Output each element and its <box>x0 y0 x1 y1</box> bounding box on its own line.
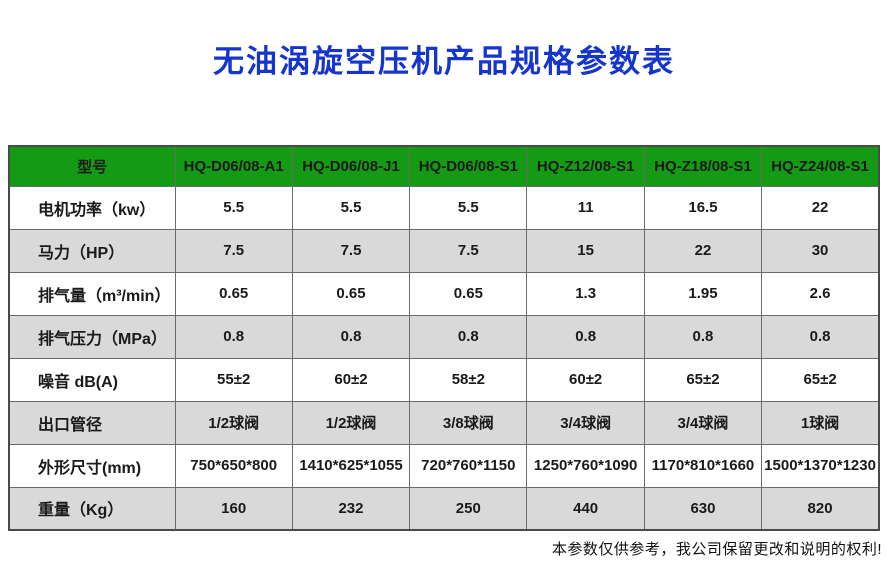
table-cell: 60±2 <box>291 357 411 402</box>
row-label: 重量（Kg） <box>8 486 176 531</box>
table-cell: 0.65 <box>291 271 411 316</box>
table-cell: 0.8 <box>761 314 880 359</box>
table-cell: 7.5 <box>291 228 411 273</box>
table-cell: 820 <box>761 486 880 531</box>
header-row: 型号 HQ-D06/08-A1 HQ-D06/08-J1 HQ-D06/08-S1 HQ… <box>8 145 880 187</box>
table-cell: 0.65 <box>409 271 528 316</box>
row-label: 电机功率（kw） <box>8 185 176 230</box>
table-cell: 1170*810*1660 <box>643 443 763 488</box>
table-cell: 0.8 <box>409 314 528 359</box>
table-row: 排气量（m³/min） 0.65 0.65 0.65 1.3 1.95 2.6 <box>8 271 880 316</box>
table-cell: 2.6 <box>761 271 880 316</box>
column-header: HQ-Z12/08-S1 <box>526 145 645 187</box>
table-cell: 22 <box>761 185 880 230</box>
row-label: 外形尺寸(mm) <box>8 443 176 488</box>
table-cell: 1500*1370*1230 <box>761 443 880 488</box>
row-label: 排气压力（MPa） <box>8 314 176 359</box>
column-header: HQ-Z18/08-S1 <box>643 145 763 187</box>
table-row: 重量（Kg） 160 232 250 440 630 820 <box>8 486 880 531</box>
row-label: 出口管径 <box>8 400 176 445</box>
table-cell: 1.95 <box>643 271 763 316</box>
table-cell: 440 <box>526 486 645 531</box>
table-cell: 11 <box>526 185 645 230</box>
table-cell: 7.5 <box>174 228 293 273</box>
row-label: 马力（HP） <box>8 228 176 273</box>
table-cell: 65±2 <box>761 357 880 402</box>
table-row: 噪音 dB(A) 55±2 60±2 58±2 60±2 65±2 65±2 <box>8 357 880 402</box>
column-header: HQ-D06/08-J1 <box>291 145 411 187</box>
table-cell: 232 <box>291 486 411 531</box>
table-row: 马力（HP） 7.5 7.5 7.5 15 22 30 <box>8 228 880 273</box>
table-cell: 160 <box>174 486 293 531</box>
table-row: 电机功率（kw） 5.5 5.5 5.5 11 16.5 22 <box>8 185 880 230</box>
page-title: 无油涡旋空压机产品规格参数表 <box>213 44 675 79</box>
table-cell: 630 <box>643 486 763 531</box>
table-cell: 720*760*1150 <box>409 443 528 488</box>
column-header: HQ-Z24/08-S1 <box>761 145 880 187</box>
table-cell: 5.5 <box>291 185 411 230</box>
table-cell: 1410*625*1055 <box>291 443 411 488</box>
column-header: HQ-D06/08-A1 <box>174 145 293 187</box>
table-cell: 60±2 <box>526 357 645 402</box>
table-cell: 58±2 <box>409 357 528 402</box>
footer-note: 本参数仅供参考，我公司保留更改和说明的权利! <box>551 541 882 558</box>
table-cell: 1.3 <box>526 271 645 316</box>
table-cell: 0.8 <box>291 314 411 359</box>
table-cell: 3/8球阀 <box>409 400 528 445</box>
table-cell: 1250*760*1090 <box>526 443 645 488</box>
table-cell: 3/4球阀 <box>526 400 645 445</box>
table-cell: 5.5 <box>409 185 528 230</box>
table-cell: 1/2球阀 <box>174 400 293 445</box>
column-header: HQ-D06/08-S1 <box>409 145 528 187</box>
table-row: 排气压力（MPa） 0.8 0.8 0.8 0.8 0.8 0.8 <box>8 314 880 359</box>
table-cell: 15 <box>526 228 645 273</box>
table-cell: 7.5 <box>409 228 528 273</box>
row-label: 排气量（m³/min） <box>8 271 176 316</box>
table-cell: 5.5 <box>174 185 293 230</box>
table-row: 出口管径 1/2球阀 1/2球阀 3/8球阀 3/4球阀 3/4球阀 1球阀 <box>8 400 880 445</box>
spec-table-head: 型号 HQ-D06/08-A1 HQ-D06/08-J1 HQ-D06/08-S1 HQ… <box>8 145 880 187</box>
spec-table-body: 电机功率（kw） 5.5 5.5 5.5 11 16.5 22 马力（HP） 7.5 7.5 7.5… <box>8 185 880 531</box>
table-cell: 750*650*800 <box>174 443 293 488</box>
table-cell: 0.8 <box>174 314 293 359</box>
spec-table: 型号 HQ-D06/08-A1 HQ-D06/08-J1 HQ-D06/08-S1 HQ… <box>8 145 880 531</box>
column-header-model: 型号 <box>8 145 176 187</box>
table-cell: 1球阀 <box>761 400 880 445</box>
table-cell: 30 <box>761 228 880 273</box>
table-cell: 0.65 <box>174 271 293 316</box>
table-cell: 16.5 <box>643 185 763 230</box>
table-cell: 0.8 <box>526 314 645 359</box>
table-row: 外形尺寸(mm) 750*650*800 1410*625*1055 720*760*… <box>8 443 880 488</box>
table-cell: 1/2球阀 <box>291 400 411 445</box>
table-cell: 55±2 <box>174 357 293 402</box>
table-cell: 0.8 <box>643 314 763 359</box>
table-cell: 65±2 <box>643 357 763 402</box>
table-cell: 250 <box>409 486 528 531</box>
table-cell: 22 <box>643 228 763 273</box>
table-cell: 3/4球阀 <box>643 400 763 445</box>
row-label: 噪音 dB(A) <box>8 357 176 402</box>
